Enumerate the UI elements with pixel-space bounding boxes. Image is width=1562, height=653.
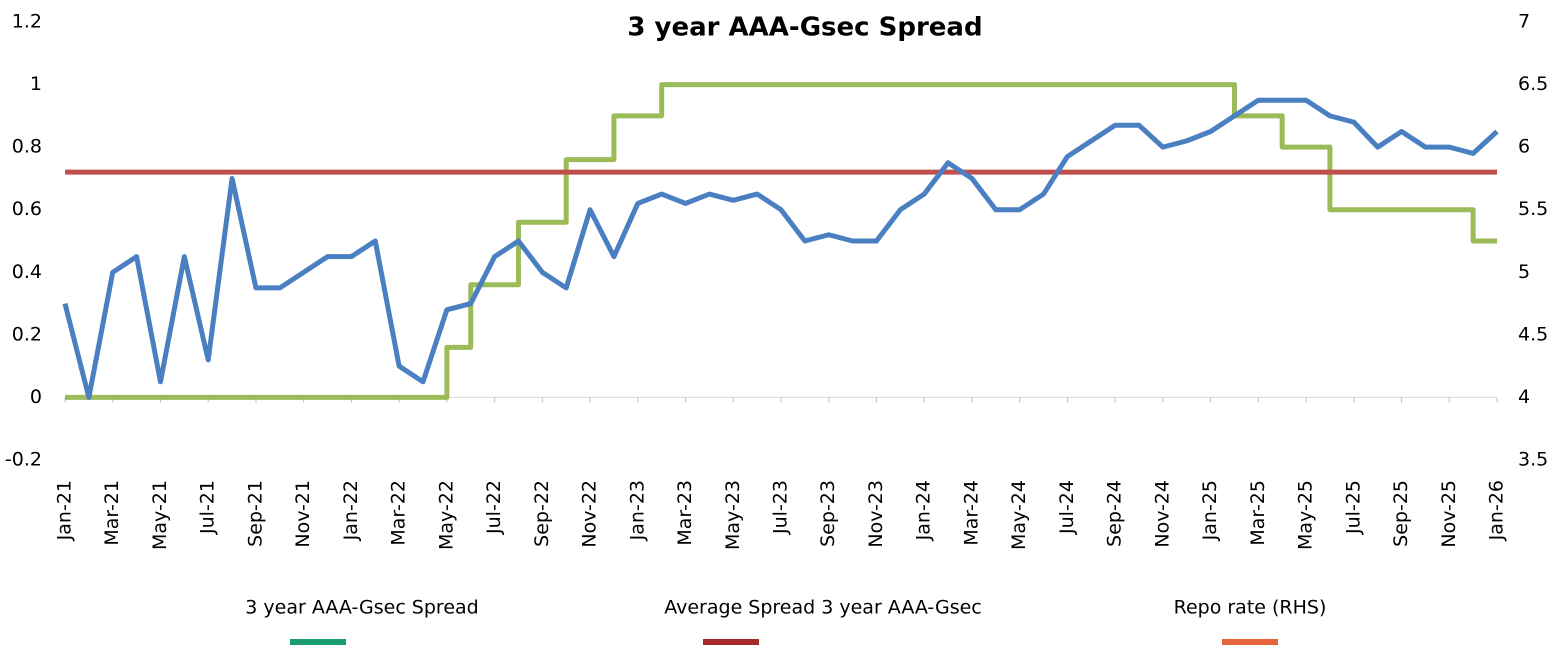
x-tick-label: Mar-24 [960,480,982,546]
x-tick-label: Nov-24 [1151,480,1173,548]
x-tick-label: May-22 [435,480,457,550]
y2-tick-label: 7 [1518,11,1530,33]
legend-swatch [1222,639,1278,645]
x-tick-label: Mar-21 [101,480,123,546]
x-tick-label: Nov-21 [292,480,314,548]
x-tick-label: Jan-26 [1486,480,1508,541]
x-tick-label: May-25 [1295,480,1317,550]
y2-tick-label: 3.5 [1518,449,1548,471]
x-tick-label: May-23 [722,480,744,550]
y2-tick-label: 5.5 [1518,198,1548,220]
y-tick-label: 0 [30,386,42,408]
y2-tick-label: 4 [1518,386,1530,408]
legend-label: Repo rate (RHS) [1174,597,1327,619]
x-tick-label: Mar-23 [674,480,696,546]
y-tick-label: -0.2 [5,449,42,471]
series-line [65,82,1497,400]
x-tick-label: Jan-25 [1199,480,1221,541]
y-tick-label: 0.6 [12,198,42,220]
legend-label: Average Spread 3 year AAA-Gsec [664,597,982,619]
x-tick-label: Jul-21 [197,480,219,535]
y2-tick-label: 6.5 [1518,73,1548,95]
x-tick-label: Jul-24 [1056,480,1078,535]
y2-tick-label: 5 [1518,261,1530,283]
x-tick-label: Jan-22 [340,480,362,541]
y-tick-label: 1 [30,73,42,95]
y-tick-label: 0.4 [12,261,42,283]
x-tick-label: Mar-25 [1247,480,1269,546]
chart-title: 3 year AAA-Gsec Spread [627,13,982,43]
x-tick-label: Jan-21 [54,480,76,541]
x-tick-label: Jul-25 [1342,480,1364,535]
x-tick-label: Nov-22 [579,480,601,548]
x-tick-label: Jul-23 [770,480,792,535]
x-tick-label: Sep-21 [244,480,266,547]
x-tick-label: Jan-24 [913,480,935,541]
x-tick-label: Sep-23 [817,480,839,547]
legend-label: 3 year AAA-Gsec Spread [245,597,478,619]
series-line [62,97,1499,400]
x-tick-label: Sep-24 [1104,480,1126,547]
y-tick-label: 1.2 [12,11,42,33]
x-tick-label: Sep-25 [1390,480,1412,547]
x-tick-label: Nov-23 [865,480,887,548]
x-tick-label: May-21 [149,480,171,550]
x-tick-label: Jan-23 [626,480,648,541]
x-tick-label: Jul-22 [483,480,505,535]
y-tick-label: 0.8 [12,136,42,158]
x-tick-label: May-24 [1008,480,1030,550]
y2-tick-label: 4.5 [1518,323,1548,345]
y-tick-label: 0.2 [12,323,42,345]
x-tick-label: Sep-22 [531,480,553,547]
x-tick-label: Nov-25 [1438,480,1460,548]
y2-tick-label: 6 [1518,136,1530,158]
legend-swatch [703,639,759,645]
legend-swatch [290,639,346,645]
x-tick-label: Mar-22 [388,480,410,546]
